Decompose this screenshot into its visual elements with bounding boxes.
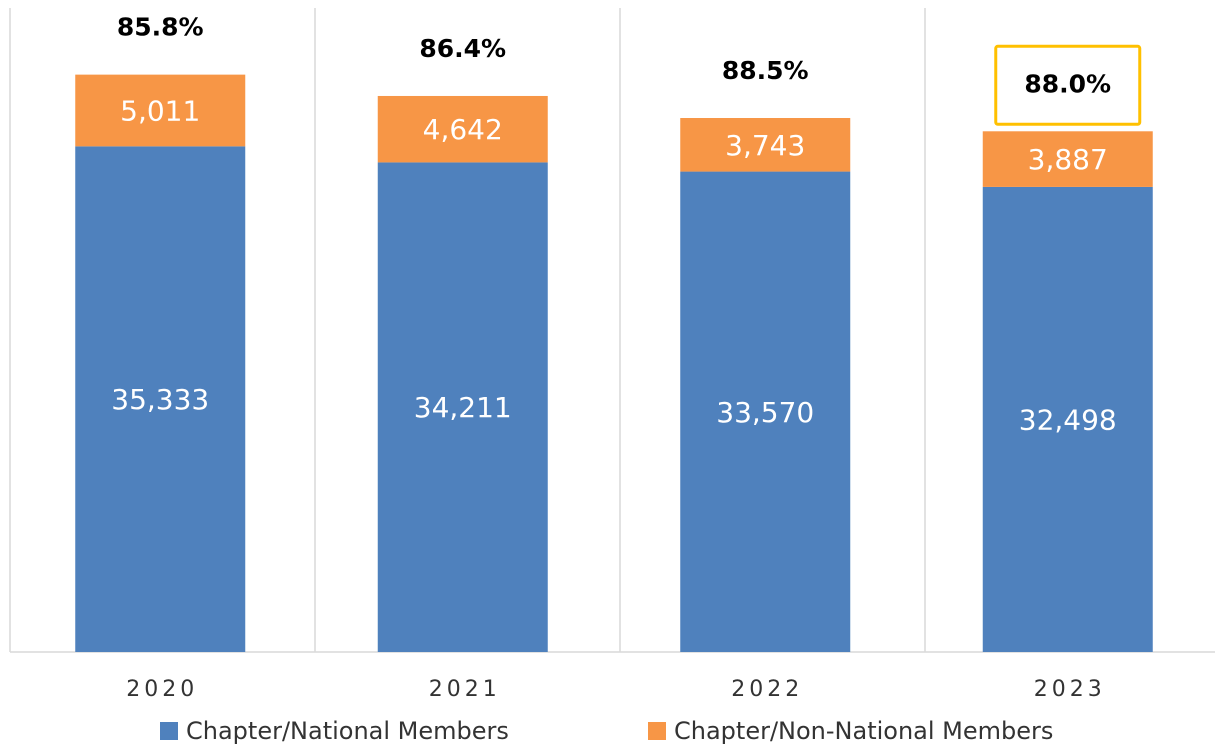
bar-segment <box>982 186 1153 652</box>
x-tick-label: 2023 <box>1034 677 1106 702</box>
data-label: 4,642 <box>423 113 503 146</box>
bar-segment <box>680 118 851 172</box>
legend-swatch <box>648 722 666 740</box>
share-label: 85.8% <box>117 13 204 42</box>
bar-segment <box>377 162 548 652</box>
highlight-box <box>994 44 1142 126</box>
bar-segment <box>680 171 851 653</box>
data-label: 3,887 <box>1028 143 1108 176</box>
data-label: 5,011 <box>120 94 200 127</box>
legend-label: Chapter/Non-National Members <box>674 717 1053 745</box>
legend-swatch <box>160 722 178 740</box>
bar-segment <box>75 146 246 652</box>
bar-segment <box>982 131 1153 187</box>
data-label: 32,498 <box>1019 403 1117 436</box>
share-label: 86.4% <box>419 34 506 63</box>
x-tick-label: 2020 <box>126 677 198 702</box>
data-label: 35,333 <box>111 383 209 416</box>
bar-segment <box>377 95 548 163</box>
bar-segment <box>75 74 246 147</box>
x-tick-label: 2021 <box>429 677 501 702</box>
x-tick-label: 2022 <box>731 677 803 702</box>
share-label: 88.5% <box>722 56 809 85</box>
data-label: 34,211 <box>414 391 512 424</box>
data-label: 33,570 <box>716 396 814 429</box>
data-label: 3,743 <box>725 129 805 162</box>
share-label: 88.0% <box>1024 69 1111 98</box>
legend-label: Chapter/National Members <box>186 717 509 745</box>
